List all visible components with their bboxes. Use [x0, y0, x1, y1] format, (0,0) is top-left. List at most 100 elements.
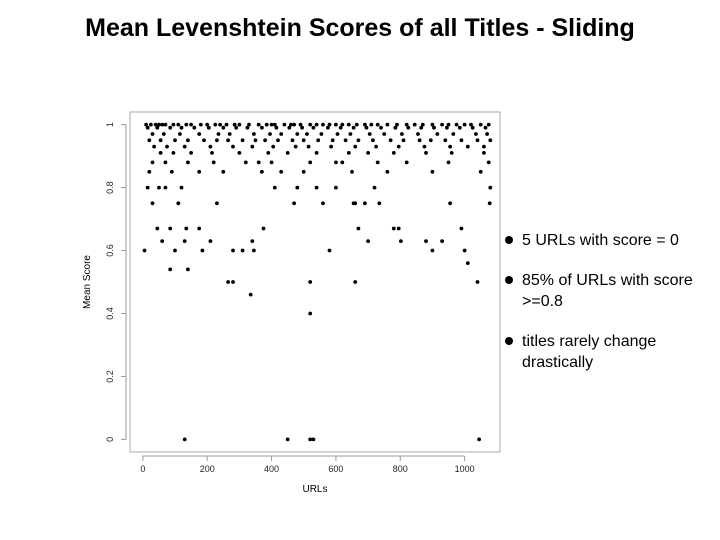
data-point [388, 138, 393, 143]
data-point [287, 125, 292, 130]
data-point [301, 169, 306, 174]
data-point [350, 169, 354, 174]
data-point [173, 248, 177, 253]
data-point [186, 267, 190, 272]
data-point [424, 151, 428, 155]
data-point [351, 125, 356, 130]
data-point [285, 437, 290, 442]
x-tick-label: 1000 [455, 464, 475, 474]
data-point [367, 132, 372, 136]
data-point [168, 267, 173, 272]
data-point [475, 138, 480, 143]
data-point [305, 132, 309, 136]
data-point [369, 122, 374, 127]
data-point [382, 132, 387, 136]
data-point [366, 151, 370, 155]
data-point [348, 132, 353, 136]
data-point [226, 138, 231, 143]
data-point [353, 144, 358, 149]
data-point [250, 144, 255, 149]
data-point [149, 122, 153, 127]
data-point [340, 122, 345, 127]
data-point [290, 138, 295, 143]
data-point [256, 160, 261, 165]
data-point [404, 160, 409, 165]
data-point [292, 122, 296, 127]
data-point [314, 151, 319, 155]
data-point [142, 248, 147, 253]
data-point [419, 125, 424, 130]
bullet-item: titles rarely change drastically [504, 331, 714, 373]
data-point [184, 122, 189, 127]
data-point [279, 132, 284, 136]
x-tick-label: 800 [393, 464, 408, 474]
data-point [482, 151, 486, 155]
data-point [356, 138, 361, 143]
data-point [232, 122, 237, 127]
data-point [227, 132, 232, 136]
data-point [326, 125, 330, 130]
data-point [374, 144, 378, 149]
data-point [300, 125, 304, 130]
data-point [478, 169, 483, 174]
y-axis: 0 0.2 0.4 0.6 0.8 1 [105, 122, 127, 442]
data-point [237, 122, 242, 127]
data-point [366, 239, 370, 244]
data-point [176, 122, 181, 127]
data-point [321, 122, 325, 127]
data-point [430, 248, 435, 253]
data-point [215, 201, 219, 206]
x-tick-label: 600 [328, 464, 343, 474]
data-point [168, 125, 173, 130]
data-point [215, 138, 219, 143]
x-tick-label: 400 [264, 464, 279, 474]
data-point [145, 125, 150, 130]
data-point [459, 138, 464, 143]
data-point [391, 226, 396, 231]
data-point [261, 226, 266, 231]
data-point [224, 122, 229, 127]
data-point [454, 122, 459, 127]
data-point [260, 125, 264, 130]
data-point [163, 185, 168, 190]
data-point [189, 151, 193, 155]
data-point [186, 160, 190, 165]
data-point [197, 132, 202, 136]
data-point [150, 201, 155, 206]
data-point [202, 138, 206, 143]
data-point [462, 248, 467, 253]
x-tick-label: 200 [200, 464, 215, 474]
data-point [189, 122, 193, 127]
data-point [440, 239, 444, 244]
data-point [488, 138, 493, 143]
data-point [182, 144, 187, 149]
data-point [289, 122, 293, 127]
data-point [395, 122, 399, 127]
data-point [276, 138, 280, 143]
data-point [375, 122, 380, 127]
data-point [268, 132, 272, 136]
y-tick-label: 1 [105, 122, 115, 127]
data-point [248, 292, 253, 297]
data-point [486, 160, 491, 165]
data-point [354, 122, 359, 127]
data-point [443, 138, 448, 143]
data-point [171, 151, 176, 155]
y-tick-label: 0 [105, 437, 115, 442]
data-point [430, 122, 435, 127]
data-point [247, 122, 251, 127]
data-point [272, 122, 277, 127]
data-point [428, 138, 433, 143]
data-point [160, 239, 165, 244]
data-point [396, 226, 401, 231]
data-point [406, 125, 411, 130]
data-point [329, 144, 333, 149]
data-point [346, 122, 351, 127]
data-point [327, 122, 332, 127]
data-point [208, 144, 213, 149]
data-point [173, 138, 177, 143]
data-point [144, 122, 148, 127]
data-point [147, 169, 152, 174]
data-point [192, 125, 197, 130]
data-point [158, 138, 163, 143]
